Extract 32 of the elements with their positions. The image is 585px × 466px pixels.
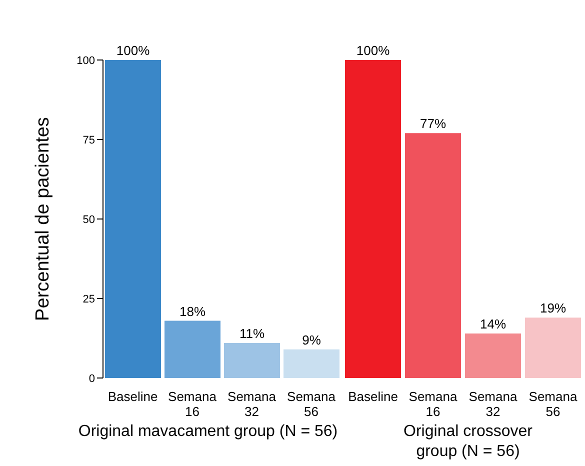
bar [405,133,461,378]
x-axis-title: Original crossover group (N = 56) [402,422,534,462]
x-tick-label: Semana 56 [528,389,578,419]
x-tick-label: Semana 56 [287,389,336,419]
data-label: 77% [420,116,446,132]
data-label: 9% [302,332,322,348]
y-tick-label: 0 [88,372,95,385]
x-axis-title: Original mavacament group (N = 56) [77,422,339,442]
y-axis-title: Percentual de pacientes [32,117,54,321]
y-tick-label: 50 [82,214,95,226]
bar [465,333,521,378]
bar [224,343,280,378]
x-tick-label: Baseline [348,389,398,404]
bar [284,349,340,378]
x-tick-label: Semana 16 [408,389,458,419]
y-tick-label: 100 [76,54,95,67]
bar [345,60,401,378]
data-label: 18% [179,304,206,319]
x-tick-label: Semana 16 [168,389,218,419]
y-tick-label: 75 [82,134,95,146]
x-tick-label: Semana 32 [228,389,277,419]
data-label: 14% [480,316,506,332]
data-label: 11% [239,326,265,342]
x-tick-label: Semana 32 [468,389,518,419]
data-label: 100% [356,43,390,58]
bar [525,318,581,378]
bar [164,320,220,378]
y-tick-label: 25 [82,293,95,306]
x-tick-label: Baseline [108,389,158,404]
data-label: 19% [540,300,566,316]
bar [105,60,161,378]
data-label: 100% [116,43,150,58]
